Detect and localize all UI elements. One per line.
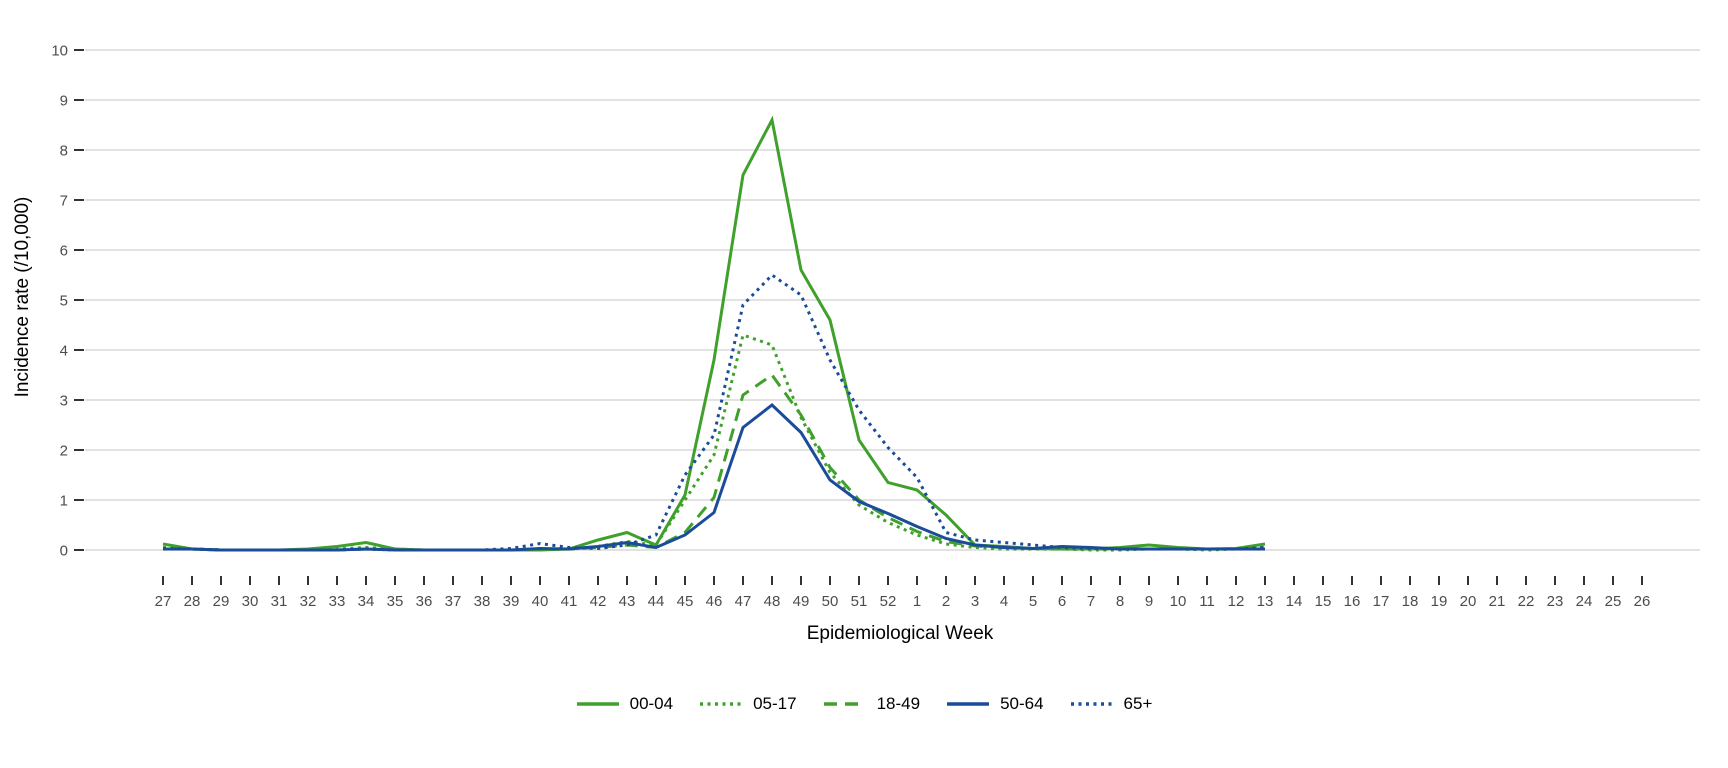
x-tick-label: 13	[1257, 593, 1274, 610]
legend-label: 65+	[1123, 694, 1153, 713]
x-tick-label: 10	[1170, 593, 1187, 610]
series-line-65+	[162, 273, 1266, 552]
x-tick-label: 29	[213, 593, 230, 610]
series-line-50-64	[163, 403, 1265, 552]
x-tick-label: 43	[619, 593, 636, 610]
x-tick-label: 26	[1634, 593, 1651, 610]
x-tick-label: 41	[561, 593, 578, 610]
x-tick-label: 51	[851, 593, 868, 610]
y-axis-title: Incidence rate (/10,000)	[12, 197, 33, 398]
x-tick-label: 15	[1315, 593, 1332, 610]
gridlines	[85, 49, 1700, 551]
legend-item-05-17: 05-17	[699, 694, 797, 714]
legend-label: 05-17	[753, 694, 797, 713]
x-tick-label: 21	[1489, 593, 1506, 610]
x-tick-label: 17	[1373, 593, 1390, 610]
legend-item-18-49: 18-49	[823, 694, 920, 714]
x-tick-label: 20	[1460, 593, 1477, 610]
y-tick-label: 7	[60, 193, 68, 210]
x-tick-label: 1	[913, 593, 921, 610]
x-tick-label: 11	[1199, 593, 1215, 610]
series-lines	[162, 115, 1266, 552]
x-tick-label: 44	[648, 593, 665, 610]
x-tick-label: 37	[445, 593, 462, 610]
legend-key-dotted-line	[700, 702, 743, 706]
x-tick-label: 6	[1058, 593, 1066, 610]
y-axis: 0 1 2 3 4 5 6 7 8 9 10	[51, 43, 84, 560]
legend-key-dashed-line	[823, 702, 866, 706]
x-tick-label: 40	[532, 593, 549, 610]
y-tick-label: 4	[60, 343, 68, 360]
series-line-00-04	[162, 115, 1266, 552]
legend-key-dotted-line	[1070, 702, 1113, 706]
legend-key-solid-line	[947, 702, 990, 706]
y-tick-label: 10	[51, 43, 68, 60]
y-tick-label: 9	[60, 93, 68, 110]
x-tick-label: 16	[1344, 593, 1361, 610]
x-tick-label: 46	[706, 593, 723, 610]
legend-label: 50-64	[1000, 694, 1044, 713]
x-tick-label: 23	[1547, 593, 1564, 610]
x-tick-label: 50	[822, 593, 839, 610]
legend: 00-04 05-17 18-49 50-64 65+	[0, 694, 1728, 714]
y-tick-label: 0	[60, 543, 68, 560]
x-tick-label: 49	[793, 593, 810, 610]
x-tick-label: 9	[1145, 593, 1153, 610]
x-tick-label: 52	[880, 593, 897, 610]
y-tick-label: 1	[60, 493, 68, 510]
x-tick-label: 7	[1087, 593, 1095, 610]
x-tick-label: 18	[1402, 593, 1419, 610]
y-tick-label: 6	[60, 243, 68, 260]
x-tick-label: 14	[1286, 593, 1303, 610]
x-axis-title: Epidemiological Week	[807, 623, 994, 644]
legend-label: 18-49	[876, 694, 921, 713]
x-tick-label: 24	[1576, 593, 1593, 610]
legend-item-00-04: 00-04	[576, 694, 673, 714]
legend-item-65+: 65+	[1070, 694, 1153, 714]
x-tick-label: 32	[300, 593, 317, 610]
y-tick-label: 3	[60, 393, 68, 410]
x-tick-label: 42	[590, 593, 607, 610]
x-axis: 27 28 29 30 31 32 33 34 35 36 37 38 39 40 41 42 43 44 45 46…	[155, 576, 1651, 610]
x-tick-label: 38	[474, 593, 491, 610]
x-tick-label: 45	[677, 593, 694, 610]
x-tick-label: 27	[155, 593, 172, 610]
x-tick-label: 3	[971, 593, 979, 610]
legend-item-50-64: 50-64	[946, 694, 1044, 714]
x-tick-label: 25	[1605, 593, 1622, 610]
x-tick-label: 31	[271, 593, 288, 610]
x-tick-label: 34	[358, 593, 375, 610]
x-tick-label: 47	[735, 593, 752, 610]
x-tick-label: 12	[1228, 593, 1245, 610]
y-tick-label: 5	[60, 293, 68, 310]
y-tick-label: 2	[60, 443, 68, 460]
y-tick-label: 8	[60, 143, 68, 160]
series-line-18-49	[163, 372, 1265, 552]
x-tick-label: 4	[1000, 593, 1008, 610]
x-tick-label: 22	[1518, 593, 1535, 610]
legend-key-solid-line	[576, 702, 619, 706]
legend-label: 00-04	[629, 694, 674, 713]
x-tick-label: 30	[242, 593, 259, 610]
x-tick-label: 48	[764, 593, 781, 610]
x-tick-label: 35	[387, 593, 404, 610]
x-tick-label: 36	[416, 593, 433, 610]
x-tick-label: 5	[1029, 593, 1037, 610]
x-tick-label: 39	[503, 593, 520, 610]
series-line-05-17	[162, 333, 1266, 552]
x-tick-label: 8	[1116, 593, 1124, 610]
x-tick-label: 28	[184, 593, 201, 610]
x-tick-label: 2	[942, 593, 950, 610]
x-tick-label: 19	[1431, 593, 1448, 610]
x-tick-label: 33	[329, 593, 346, 610]
